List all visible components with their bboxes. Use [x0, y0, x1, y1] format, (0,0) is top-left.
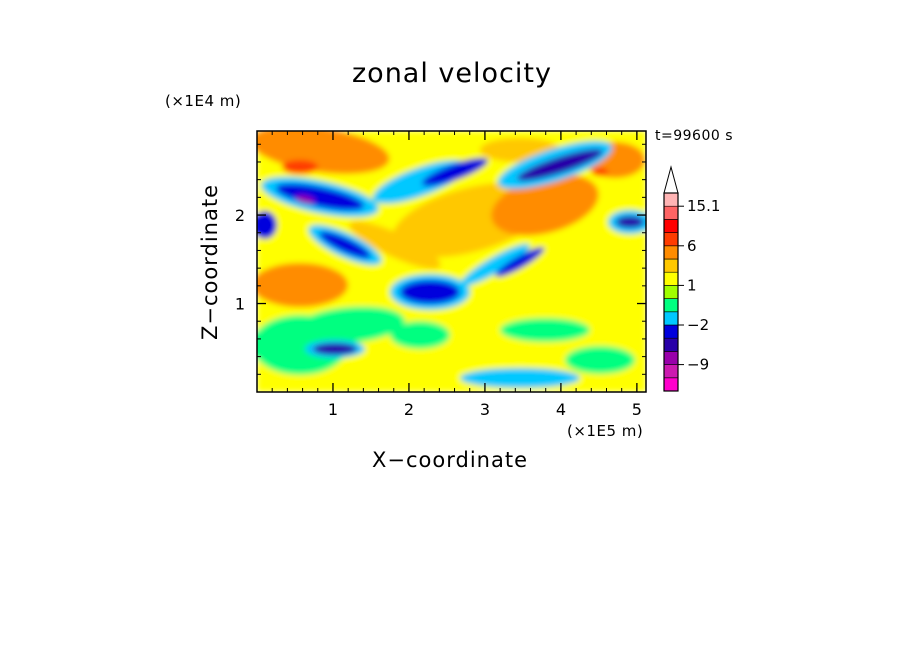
colorbar-frame — [663, 192, 679, 392]
colorbar-segment-11 — [663, 232, 679, 247]
colorbar-label-0: 15.1 — [687, 197, 720, 215]
field-patch — [565, 346, 635, 374]
field-patch — [400, 280, 460, 304]
x-axis-label: X−coordinate — [372, 448, 528, 472]
colorbar-segment-6 — [663, 298, 679, 313]
colorbar-segment-13 — [663, 205, 679, 220]
colorbar-label-1: 6 — [687, 237, 697, 255]
field-patch — [460, 368, 580, 388]
field-patch — [421, 157, 489, 187]
colorbar-segment-3 — [663, 337, 679, 352]
field-patch — [257, 131, 390, 174]
field-patch — [460, 243, 530, 287]
field-patch — [592, 168, 608, 176]
field-patch — [349, 221, 441, 269]
x-tick-label-1: 1 — [328, 400, 338, 419]
colorbar-segment-7 — [663, 285, 679, 299]
field-patch — [390, 321, 450, 349]
y-tick-label-1: 1 — [235, 295, 245, 314]
x-tick-label-4: 4 — [556, 400, 566, 419]
x-tick-label-3: 3 — [480, 400, 490, 419]
field-patch — [491, 174, 599, 236]
field-patch — [282, 160, 318, 174]
colorbar-segment-1 — [663, 364, 679, 379]
field-patch — [257, 263, 348, 307]
field-patch — [295, 306, 405, 344]
field-blobs — [257, 131, 646, 392]
y-tick-label-2: 2 — [235, 206, 245, 225]
colorbar-segment-0 — [663, 377, 679, 392]
colorbar-segment-10 — [663, 245, 679, 260]
colorbar-extend-arrow — [663, 165, 679, 194]
colorbar-segment-2 — [663, 351, 679, 365]
colorbar: 15.1 6 1 −2 −9 — [663, 165, 720, 392]
field-patch — [257, 211, 277, 239]
colorbar-label-4: −9 — [687, 356, 709, 374]
field-patch — [319, 231, 371, 259]
colorbar-segment-9 — [663, 258, 679, 273]
plot-frame — [256, 130, 647, 393]
x-tick-label-5: 5 — [632, 400, 642, 419]
time-label: t=99600 s — [655, 128, 733, 144]
field-patch — [313, 343, 357, 355]
field-patch — [616, 216, 644, 228]
colorbar-segment-14 — [663, 192, 679, 207]
field-patch — [295, 195, 315, 205]
velocity-field — [257, 131, 646, 392]
x-axis-unit: (×1E5 m) — [567, 422, 644, 440]
y-axis-unit: (×1E4 m) — [165, 92, 242, 110]
colorbar-segment-12 — [663, 219, 679, 233]
colorbar-segment-4 — [663, 324, 679, 339]
field-patch — [500, 318, 590, 342]
chart-title: zonal velocity — [352, 58, 552, 89]
x-tick-label-2: 2 — [404, 400, 414, 419]
field-patch — [275, 183, 365, 211]
field-patch — [495, 247, 545, 277]
colorbar-segment-8 — [663, 271, 679, 286]
colorbar-label-2: 1 — [687, 276, 697, 294]
colorbar-segment-5 — [663, 311, 679, 326]
field-patch — [517, 149, 603, 181]
colorbar-label-3: −2 — [687, 316, 709, 334]
axes: 1 2 3 4 5 1 2 — [235, 131, 646, 419]
